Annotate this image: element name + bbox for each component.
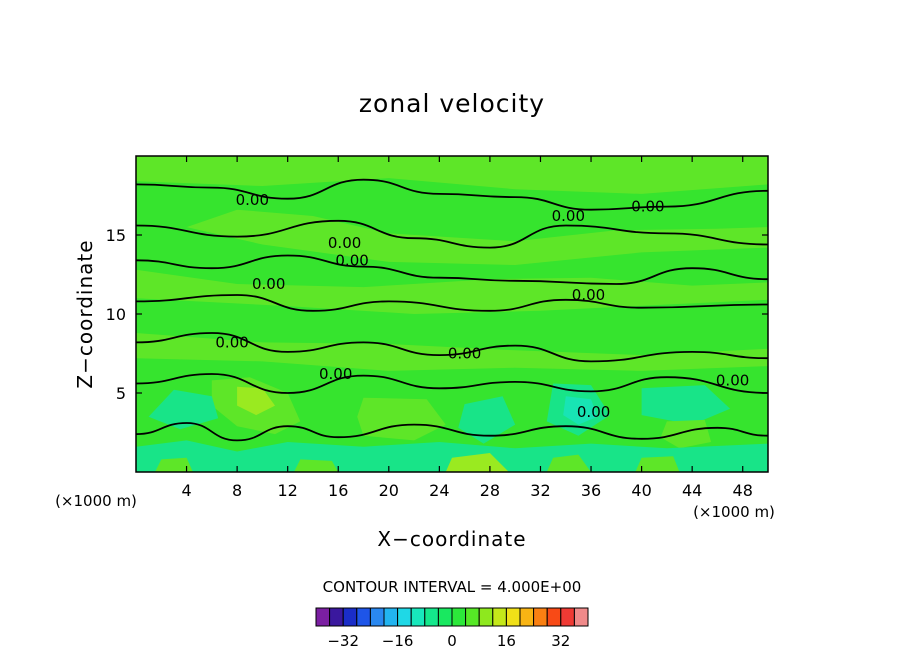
x-tick-label: 8	[232, 481, 242, 500]
colorbar-swatch	[424, 607, 439, 627]
zero-contour-line-3	[136, 294, 768, 312]
contour-region-13	[136, 440, 768, 472]
x-tick-label: 16	[328, 481, 348, 500]
x-tick-label: 32	[530, 481, 550, 500]
contour-region-11	[641, 385, 731, 425]
contour-region-7	[148, 389, 219, 430]
x-unit-right: (×1000 m)	[693, 503, 775, 521]
contour-label-3: 0.00	[552, 207, 585, 225]
chart-title: zonal velocity	[359, 89, 545, 118]
x-tick-label: 28	[480, 481, 500, 500]
colorbar-swatch	[383, 607, 399, 627]
colorbar-swatch	[573, 607, 589, 627]
contour-region-1	[186, 209, 768, 265]
colorbar-tick-label: 0	[447, 632, 457, 650]
contour-label-1: 0.00	[328, 234, 361, 252]
y-axis-ticks: 5 10 15	[106, 226, 768, 403]
contour-label-2: 0.00	[335, 251, 368, 269]
contour-region-0	[136, 156, 768, 194]
colorbar-swatch	[356, 607, 371, 627]
y-axis-label: Z−coordinate	[73, 239, 97, 388]
colorbar-tick-label: 32	[551, 632, 570, 650]
x-tick-label: 12	[278, 481, 298, 500]
colorbar-swatch	[342, 607, 358, 627]
colorbar-tick-label: −16	[382, 632, 414, 650]
colorbar-swatch	[437, 607, 453, 627]
colorbar-tick-labels: −32 −16 0 16 32	[327, 632, 570, 650]
plot-area	[136, 156, 768, 472]
x-tick-label: 40	[631, 481, 651, 500]
x-tick-label: 36	[581, 481, 601, 500]
colorbar-swatch	[546, 607, 562, 627]
contour-lines	[136, 178, 768, 442]
contour-region-8	[458, 396, 516, 444]
contour-label-9: 0.00	[319, 365, 352, 383]
contour-label-0: 0.00	[236, 191, 269, 209]
contour-region-5	[237, 386, 275, 416]
contour-interval-label: CONTOUR INTERVAL = 4.000E+00	[323, 578, 582, 596]
contour-region-17	[635, 456, 680, 472]
contour-region-15	[445, 453, 509, 472]
contour-labels: 0.000.000.000.000.000.000.000.000.000.00…	[215, 191, 749, 421]
contour-label-8: 0.00	[448, 345, 481, 363]
zero-contour-line-2	[136, 254, 768, 285]
colorbar-swatch	[369, 607, 385, 627]
y-tick-label: 10	[106, 305, 126, 324]
colorbar-swatch	[492, 607, 507, 627]
x-tick-label: 4	[181, 481, 191, 500]
zero-contour-line-4	[136, 332, 768, 363]
zero-contour-line-6	[136, 422, 768, 442]
contour-region-10	[563, 396, 598, 425]
contour-label-6: 0.00	[572, 286, 605, 304]
y-tick-label: 5	[116, 384, 126, 403]
colorbar-swatch	[315, 607, 331, 627]
colorbar-swatch	[451, 607, 467, 627]
colorbar-swatch	[519, 607, 535, 627]
x-tick-label: 44	[682, 481, 702, 500]
contour-label-7: 0.00	[215, 333, 248, 351]
colorbar-swatch	[397, 607, 412, 627]
contour-region-16	[546, 454, 591, 472]
colorbar	[315, 607, 589, 627]
contour-region-14	[155, 457, 193, 472]
contour-region-18	[294, 459, 339, 472]
colorbar-swatch	[478, 607, 494, 627]
x-unit-left: (×1000 m)	[55, 492, 137, 510]
zero-contour-line-5	[136, 373, 768, 394]
contour-fill-regions	[136, 156, 768, 472]
colorbar-swatch	[505, 607, 521, 627]
contour-region-12	[660, 419, 712, 449]
y-tick-label: 15	[106, 226, 126, 245]
x-tick-label: 24	[429, 481, 449, 500]
x-axis-label: X−coordinate	[377, 527, 526, 551]
colorbar-swatch	[329, 607, 344, 627]
contour-region-2	[136, 269, 768, 314]
colorbar-swatch	[560, 607, 575, 627]
colorbar-swatch	[533, 607, 548, 627]
colorbar-swatch	[465, 607, 480, 627]
contour-label-10: 0.00	[716, 371, 749, 389]
zero-contour-line-1	[136, 219, 768, 249]
x-tick-label: 20	[379, 481, 399, 500]
colorbar-tick-label: 16	[497, 632, 516, 650]
x-axis-ticks: 4 8 12 16 20 24 28 32 36 40 44 48	[181, 156, 753, 500]
contour-label-5: 0.00	[252, 275, 285, 293]
x-tick-label: 48	[733, 481, 753, 500]
colorbar-swatch	[410, 607, 426, 627]
contour-label-4: 0.00	[631, 198, 664, 216]
contour-label-11: 0.00	[577, 403, 610, 421]
colorbar-tick-label: −32	[327, 632, 359, 650]
zero-contour-line-0	[136, 178, 768, 211]
